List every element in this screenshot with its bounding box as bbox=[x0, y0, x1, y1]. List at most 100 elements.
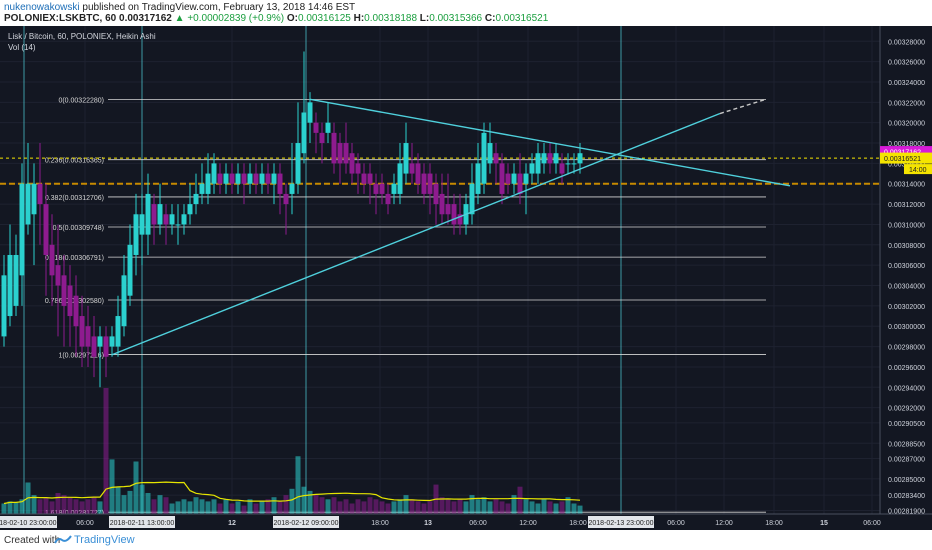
candle-body[interactable] bbox=[205, 173, 211, 194]
author-link[interactable]: nukenowakowski bbox=[4, 2, 80, 13]
candle-body[interactable] bbox=[169, 214, 175, 225]
candle-body[interactable] bbox=[415, 163, 421, 184]
candle-body[interactable] bbox=[235, 173, 241, 184]
candle-body[interactable] bbox=[163, 214, 169, 225]
candle-body[interactable] bbox=[535, 153, 541, 174]
candle-body[interactable] bbox=[517, 173, 523, 194]
candle-body[interactable] bbox=[61, 275, 67, 306]
candle-body[interactable] bbox=[265, 173, 271, 184]
candle-body[interactable] bbox=[361, 173, 367, 184]
candle-body[interactable] bbox=[229, 173, 235, 184]
candle-body[interactable] bbox=[313, 122, 319, 133]
candle-body[interactable] bbox=[355, 163, 361, 174]
candle-body[interactable] bbox=[19, 183, 25, 276]
candle-body[interactable] bbox=[193, 193, 199, 205]
candle-body[interactable] bbox=[13, 254, 19, 306]
candle-body[interactable] bbox=[145, 193, 151, 235]
candle-body[interactable] bbox=[271, 173, 277, 184]
candle-body[interactable] bbox=[37, 183, 43, 205]
candle-body[interactable] bbox=[199, 183, 205, 194]
candle-body[interactable] bbox=[457, 214, 463, 225]
candle-body[interactable] bbox=[547, 153, 553, 164]
candle-body[interactable] bbox=[121, 275, 127, 327]
candle-body[interactable] bbox=[97, 336, 103, 347]
candle-body[interactable] bbox=[433, 183, 439, 205]
candle-body[interactable] bbox=[127, 244, 133, 296]
candle-body[interactable] bbox=[25, 183, 31, 225]
candle-body[interactable] bbox=[85, 326, 91, 347]
candle-body[interactable] bbox=[319, 132, 325, 144]
candle-body[interactable] bbox=[151, 204, 157, 225]
candle-body[interactable] bbox=[505, 173, 511, 184]
candle-body[interactable] bbox=[157, 204, 163, 225]
candle-body[interactable] bbox=[223, 173, 229, 184]
candle-body[interactable] bbox=[49, 244, 55, 276]
lower-trendline-extension[interactable] bbox=[719, 98, 767, 115]
candle-body[interactable] bbox=[295, 143, 301, 184]
candle-body[interactable] bbox=[7, 254, 13, 317]
candle-body[interactable] bbox=[493, 153, 499, 164]
candle-body[interactable] bbox=[217, 173, 223, 184]
candle-body[interactable] bbox=[31, 183, 37, 215]
candle-body[interactable] bbox=[73, 295, 79, 327]
candle-body[interactable] bbox=[499, 163, 505, 194]
candle-body[interactable] bbox=[43, 204, 49, 255]
candle-body[interactable] bbox=[421, 173, 427, 194]
candle-body[interactable] bbox=[109, 336, 115, 347]
candle-body[interactable] bbox=[559, 163, 565, 174]
candle-body[interactable] bbox=[139, 214, 145, 235]
candle-body[interactable] bbox=[469, 183, 475, 215]
candle-body[interactable] bbox=[91, 336, 97, 357]
candle-body[interactable] bbox=[307, 102, 313, 123]
candle-body[interactable] bbox=[439, 193, 445, 215]
candle-body[interactable] bbox=[379, 183, 385, 194]
candle-body[interactable] bbox=[289, 183, 295, 194]
candle-body[interactable] bbox=[349, 153, 355, 174]
candle-body[interactable] bbox=[1, 275, 7, 337]
candle-body[interactable] bbox=[301, 112, 307, 154]
candle-body[interactable] bbox=[373, 183, 379, 194]
candle-body[interactable] bbox=[253, 173, 259, 184]
candle-body[interactable] bbox=[337, 143, 343, 164]
candle-body[interactable] bbox=[511, 173, 517, 184]
candle-body[interactable] bbox=[481, 132, 487, 184]
candle-body[interactable] bbox=[403, 143, 409, 174]
candle-body[interactable] bbox=[55, 265, 61, 286]
candle-body[interactable] bbox=[277, 173, 283, 194]
candle-body[interactable] bbox=[397, 163, 403, 194]
candlestick-chart[interactable]: 0(0.00322280) 0.236(0.00316365) 0.382(0.00… bbox=[0, 26, 932, 530]
candle-body[interactable] bbox=[571, 163, 577, 165]
candle-body[interactable] bbox=[409, 163, 415, 174]
candle-body[interactable] bbox=[211, 163, 217, 184]
lower-trendline[interactable] bbox=[111, 112, 721, 356]
candle-body[interactable] bbox=[487, 143, 493, 164]
candle-body[interactable] bbox=[331, 132, 337, 164]
upper-trendline[interactable] bbox=[309, 98, 791, 187]
candle-body[interactable] bbox=[103, 336, 109, 357]
candle-body[interactable] bbox=[451, 204, 457, 225]
candle-body[interactable] bbox=[175, 224, 181, 226]
candle-body[interactable] bbox=[325, 122, 331, 133]
candle-body[interactable] bbox=[529, 163, 535, 174]
candle-body[interactable] bbox=[427, 173, 433, 194]
candle-body[interactable] bbox=[133, 214, 139, 255]
candle-body[interactable] bbox=[247, 173, 253, 184]
candle-body[interactable] bbox=[445, 204, 451, 215]
candle-body[interactable] bbox=[187, 204, 193, 215]
candle-body[interactable] bbox=[553, 153, 559, 164]
candle-body[interactable] bbox=[79, 316, 85, 347]
candle-body[interactable] bbox=[241, 173, 247, 184]
candle-body[interactable] bbox=[367, 173, 373, 184]
candle-body[interactable] bbox=[565, 163, 571, 165]
candle-body[interactable] bbox=[343, 143, 349, 164]
candle-body[interactable] bbox=[541, 153, 547, 164]
candle-body[interactable] bbox=[577, 153, 583, 164]
candle-body[interactable] bbox=[259, 173, 265, 184]
candle-body[interactable] bbox=[67, 285, 73, 317]
candle-body[interactable] bbox=[283, 193, 289, 205]
candle-body[interactable] bbox=[391, 183, 397, 194]
candle-body[interactable] bbox=[181, 214, 187, 225]
candle-body[interactable] bbox=[115, 316, 121, 347]
candle-body[interactable] bbox=[523, 173, 529, 184]
tradingview-brand[interactable]: TradingView bbox=[74, 534, 135, 546]
